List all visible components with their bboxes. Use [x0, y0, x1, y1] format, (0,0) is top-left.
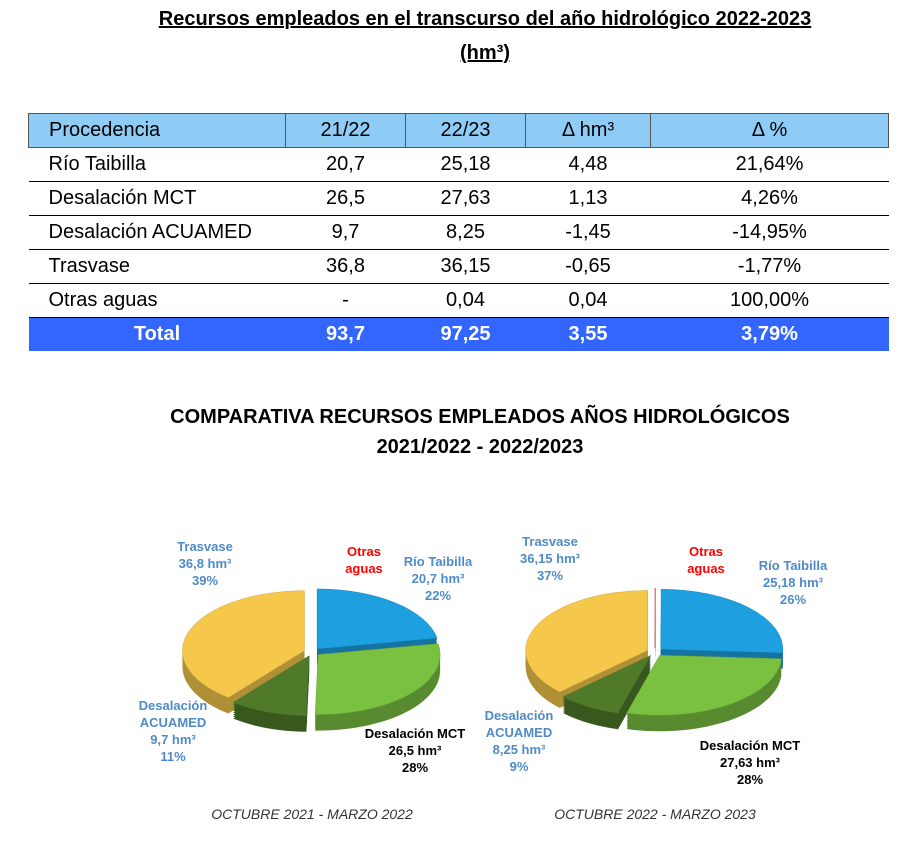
table-cell: 21/22	[285, 113, 406, 148]
table-cell: 8,25	[405, 215, 526, 250]
table-cell: 1,13	[525, 181, 651, 216]
category-name: Trasvase	[522, 534, 578, 549]
value-label: 26,5 hm³	[388, 743, 442, 758]
title: Recursos empleados en el transcurso del …	[158, 8, 812, 30]
table-cell: Otras aguas	[28, 283, 286, 318]
body-row: Otras aguas -0,04 0,04 100,00%	[28, 283, 889, 318]
table-cell: 9,7	[285, 215, 406, 250]
table-cell: 3,55	[525, 317, 651, 351]
head-row: Procedencia 21/22 22/23 Δ hm³ Δ %	[28, 113, 889, 148]
table-cell: Δ hm³	[525, 113, 651, 148]
value-label: 20,7 hm³	[411, 571, 465, 586]
table-cell: 3,79%	[650, 317, 889, 351]
category-name: Trasvase	[177, 539, 233, 554]
slice	[232, 655, 310, 716]
table-cell: -1,77%	[650, 249, 889, 284]
table-cell: Trasvase	[28, 249, 286, 284]
table-cell: 22/23	[405, 113, 526, 148]
slice	[182, 590, 305, 698]
value-label: 36,8 hm³	[178, 556, 232, 571]
value-label: 27,63 hm³	[720, 755, 780, 770]
slice	[525, 590, 648, 693]
share-label: 26%	[779, 592, 807, 607]
table-cell: Desalación MCT	[28, 181, 286, 216]
table-cell: 21,64%	[650, 147, 889, 182]
slice-label: Río Taibilla 25,18 hm³ 26%	[748, 557, 838, 608]
chart-caption: OCTUBRE 2022 - MARZO 2023	[554, 806, 756, 822]
slice-label: Río Taibilla 20,7 hm³ 22%	[393, 553, 483, 604]
table-cell: 97,25	[405, 317, 526, 351]
share-label: 22%	[424, 588, 452, 603]
slice	[314, 643, 441, 715]
body-row: Trasvase 36,8 36,15 -0,65 -1,77%	[28, 249, 889, 284]
table-cell: Δ %	[650, 113, 889, 148]
share-label: 9%	[509, 759, 529, 774]
table-cell: 26,5	[285, 181, 406, 216]
table-cell: 4,26%	[650, 181, 889, 216]
category-name: Otras aguas	[687, 544, 725, 576]
value-label: 8,25 hm³	[492, 742, 546, 757]
table-cell: 93,7	[285, 317, 406, 351]
category-name: Desalación MCT	[699, 738, 801, 753]
table-cell: -14,95%	[650, 215, 889, 250]
table-cell: Total	[28, 317, 286, 351]
slice-label: Desalación ACUAMED 9,7 hm³ 11%	[128, 697, 218, 765]
category-name: Otras aguas	[345, 544, 383, 576]
table-cell: Desalación ACUAMED	[28, 215, 286, 250]
share-label: 28%	[736, 772, 764, 787]
category-name: Río Taibilla	[758, 558, 828, 573]
table-cell: Procedencia	[28, 113, 286, 148]
comparison-subtitle: 2021/2022 - 2022/2023	[376, 436, 584, 458]
slice	[626, 655, 782, 716]
share-label: 11%	[160, 749, 186, 764]
share-label: 39%	[191, 573, 219, 588]
chart-caption: OCTUBRE 2021 - MARZO 2022	[211, 806, 413, 822]
slice-label: Desalación MCT 27,63 hm³ 28%	[690, 737, 810, 788]
table-cell: -	[285, 283, 406, 318]
body-row: Desalación ACUAMED 9,7 8,25 -1,45 -14,95%	[28, 215, 889, 250]
slice-label: Otras aguas	[334, 543, 394, 577]
table-cell: 27,63	[405, 181, 526, 216]
body-row: Río Taibilla 20,7 25,18 4,48 21,64%	[28, 147, 889, 182]
slice-label: Otras aguas	[676, 543, 736, 577]
slice	[660, 589, 784, 654]
table-cell: 36,8	[285, 249, 406, 284]
table-cell: 0,04	[405, 283, 526, 318]
slice-label: Trasvase 36,15 hm³ 37%	[505, 533, 595, 584]
slice	[562, 654, 652, 714]
table-cell: 25,18	[405, 147, 526, 182]
value-label: 36,15 hm³	[520, 551, 580, 566]
table-cell: 20,7	[285, 147, 406, 182]
table-cell: -0,65	[525, 249, 651, 284]
category-name: Desalación ACUAMED	[484, 708, 554, 740]
table-cell: 36,15	[405, 249, 526, 284]
unit: (hm³)	[460, 42, 510, 64]
value-label: 25,18 hm³	[763, 575, 823, 590]
slice-label: Trasvase 36,8 hm³ 39%	[160, 538, 250, 589]
category-name: Desalación MCT	[364, 726, 466, 741]
resources-table: Procedencia 21/22 22/23 Δ hm³ Δ % Río Taibill…	[28, 113, 889, 351]
table-cell: 0,04	[525, 283, 651, 318]
comparison-title: COMPARATIVA RECURSOS EMPLEADOS AÑOS HIDR…	[170, 406, 790, 428]
total-row: Total 93,7 97,25 3,55 3,79%	[28, 317, 889, 351]
slice-label: Desalación MCT 26,5 hm³ 28%	[355, 725, 475, 776]
table-cell: 100,00%	[650, 283, 889, 318]
share-label: 28%	[401, 760, 429, 775]
table-cell: 4,48	[525, 147, 651, 182]
category-name: Río Taibilla	[403, 554, 473, 569]
slice-label: Desalación ACUAMED 8,25 hm³ 9%	[474, 707, 564, 775]
table-cell: Río Taibilla	[28, 147, 286, 182]
share-label: 37%	[536, 568, 564, 583]
category-name: Desalación ACUAMED	[138, 698, 208, 730]
value-label: 9,7 hm³	[150, 732, 196, 747]
table-cell: -1,45	[525, 215, 651, 250]
body-row: Desalación MCT 26,5 27,63 1,13 4,26%	[28, 181, 889, 216]
slice	[316, 588, 438, 650]
